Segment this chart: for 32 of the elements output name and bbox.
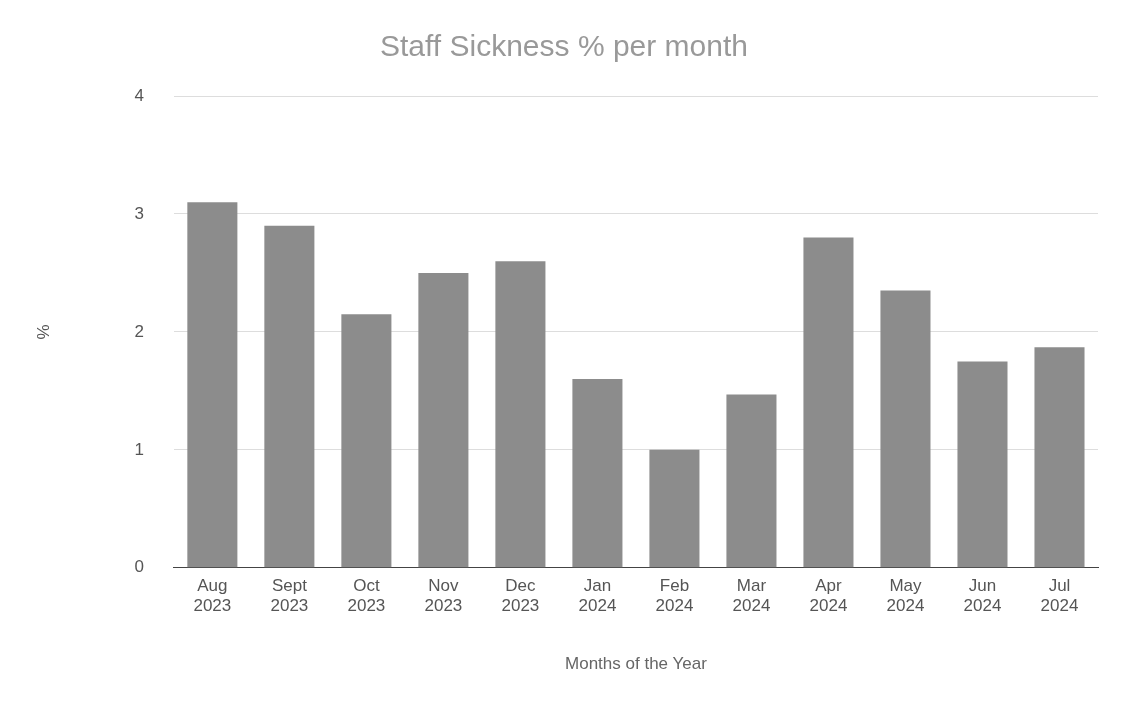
y-axis-title: % xyxy=(33,324,53,340)
bar xyxy=(418,272,469,568)
bar xyxy=(341,314,392,568)
bar xyxy=(649,449,700,568)
bar xyxy=(572,379,623,568)
x-tick-label: Sept 2023 xyxy=(270,575,309,616)
bar xyxy=(187,202,238,568)
bar xyxy=(726,394,777,568)
y-tick-label: 4 xyxy=(134,85,144,105)
x-axis-title: Months of the Year xyxy=(565,654,708,674)
x-tick-label: Apr 2024 xyxy=(809,575,848,616)
x-tick-label: Oct 2023 xyxy=(347,575,386,616)
y-tick-label: 3 xyxy=(134,203,144,223)
x-tick-label: Feb 2024 xyxy=(655,575,694,616)
y-tick-label: 2 xyxy=(134,321,144,341)
bar xyxy=(1034,347,1085,568)
x-tick-label: Jun 2024 xyxy=(963,575,1002,616)
x-tick-label: Aug 2023 xyxy=(193,575,232,616)
y-tick-label: 0 xyxy=(134,557,144,577)
x-tick-label: May 2024 xyxy=(886,575,925,616)
chart-title: Staff Sickness % per month xyxy=(380,29,748,63)
bar xyxy=(803,237,854,568)
bar xyxy=(264,225,315,568)
y-tick-label: 1 xyxy=(134,439,144,459)
bar xyxy=(880,290,931,568)
x-tick-label: Jan 2024 xyxy=(578,575,617,616)
bar xyxy=(957,361,1008,568)
x-tick-label: Jul 2024 xyxy=(1040,575,1079,616)
x-tick-label: Mar 2024 xyxy=(732,575,771,616)
x-tick-label: Dec 2023 xyxy=(501,575,540,616)
bar xyxy=(495,261,546,568)
x-tick-label: Nov 2023 xyxy=(424,575,463,616)
